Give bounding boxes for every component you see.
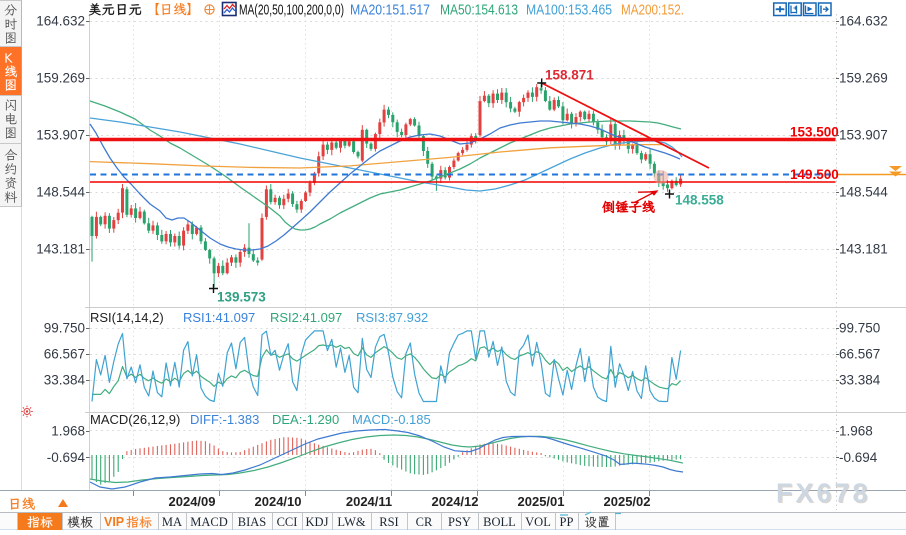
svg-text:PP: PP bbox=[560, 515, 574, 529]
svg-text:2025/02: 2025/02 bbox=[604, 494, 651, 509]
svg-text:148.544: 148.544 bbox=[839, 185, 888, 200]
svg-text:148.544: 148.544 bbox=[36, 185, 85, 200]
svg-text:MACD:-0.185: MACD:-0.185 bbox=[352, 412, 431, 427]
svg-text:1.968: 1.968 bbox=[51, 424, 85, 439]
svg-text:MA(20,50,100,200,0,0): MA(20,50,100,200,0,0) bbox=[239, 3, 344, 19]
svg-text:159.269: 159.269 bbox=[839, 71, 888, 86]
svg-text:DIFF:-1.383: DIFF:-1.383 bbox=[190, 412, 259, 427]
svg-text:99.750: 99.750 bbox=[839, 321, 880, 336]
svg-text:RSI: RSI bbox=[379, 515, 398, 529]
svg-text:143.181: 143.181 bbox=[36, 242, 85, 257]
svg-text:FX678: FX678 bbox=[776, 478, 871, 508]
svg-text:164.632: 164.632 bbox=[36, 14, 85, 29]
svg-text:153.907: 153.907 bbox=[839, 128, 888, 143]
svg-text:149.500: 149.500 bbox=[790, 167, 839, 182]
svg-text:FX678: FX678 bbox=[777, 479, 872, 509]
svg-text:CR: CR bbox=[416, 515, 433, 529]
svg-text:148.558: 148.558 bbox=[675, 193, 724, 208]
svg-text:RSI1:41.097: RSI1:41.097 bbox=[183, 310, 255, 325]
svg-text:KDJ: KDJ bbox=[306, 515, 329, 529]
svg-text:MA100:153.465: MA100:153.465 bbox=[526, 3, 612, 19]
svg-text:RSI(14,14,2): RSI(14,14,2) bbox=[90, 310, 164, 325]
svg-text:153.500: 153.500 bbox=[790, 125, 839, 140]
svg-text:2024/11: 2024/11 bbox=[346, 494, 392, 509]
svg-text:BOLL: BOLL bbox=[483, 515, 516, 529]
svg-text:-0.694: -0.694 bbox=[47, 450, 86, 465]
svg-text:RSI2:41.097: RSI2:41.097 bbox=[270, 310, 342, 325]
svg-text:CCI: CCI bbox=[277, 515, 298, 529]
svg-text:139.573: 139.573 bbox=[217, 290, 266, 305]
svg-text:33.384: 33.384 bbox=[44, 373, 86, 388]
svg-text:RSI3:87.932: RSI3:87.932 bbox=[356, 310, 428, 325]
svg-text:MA: MA bbox=[162, 515, 182, 529]
svg-text:DEA:-1.290: DEA:-1.290 bbox=[272, 412, 339, 427]
svg-text:153.907: 153.907 bbox=[36, 128, 85, 143]
svg-text:2025/01: 2025/01 bbox=[518, 494, 565, 509]
svg-text:2024/12: 2024/12 bbox=[432, 494, 479, 509]
svg-text:PSY: PSY bbox=[448, 515, 471, 529]
svg-text:LW&: LW& bbox=[337, 515, 366, 529]
svg-text:33.384: 33.384 bbox=[839, 373, 881, 388]
svg-text:1.968: 1.968 bbox=[839, 424, 873, 439]
svg-text:164.632: 164.632 bbox=[839, 14, 888, 29]
svg-text:VIP: VIP bbox=[104, 515, 124, 529]
svg-text:159.269: 159.269 bbox=[36, 71, 85, 86]
svg-text:2024/09: 2024/09 bbox=[169, 494, 216, 509]
svg-text:MACD(26,12,9): MACD(26,12,9) bbox=[90, 412, 180, 427]
svg-text:158.871: 158.871 bbox=[545, 68, 594, 83]
svg-text:143.181: 143.181 bbox=[839, 242, 888, 257]
svg-text:MA20:151.517: MA20:151.517 bbox=[350, 3, 430, 19]
svg-text:66.567: 66.567 bbox=[839, 347, 880, 362]
svg-text:MA200:152.: MA200:152. bbox=[621, 3, 684, 19]
svg-text:BIAS: BIAS bbox=[238, 515, 267, 529]
svg-text:MA50:154.613: MA50:154.613 bbox=[440, 3, 518, 19]
svg-text:VOL: VOL bbox=[525, 515, 551, 529]
svg-text:66.567: 66.567 bbox=[44, 347, 85, 362]
svg-text:2024/10: 2024/10 bbox=[255, 494, 302, 509]
svg-text:-0.694: -0.694 bbox=[839, 450, 878, 465]
svg-text:99.750: 99.750 bbox=[44, 321, 85, 336]
svg-text:MACD: MACD bbox=[190, 515, 228, 529]
